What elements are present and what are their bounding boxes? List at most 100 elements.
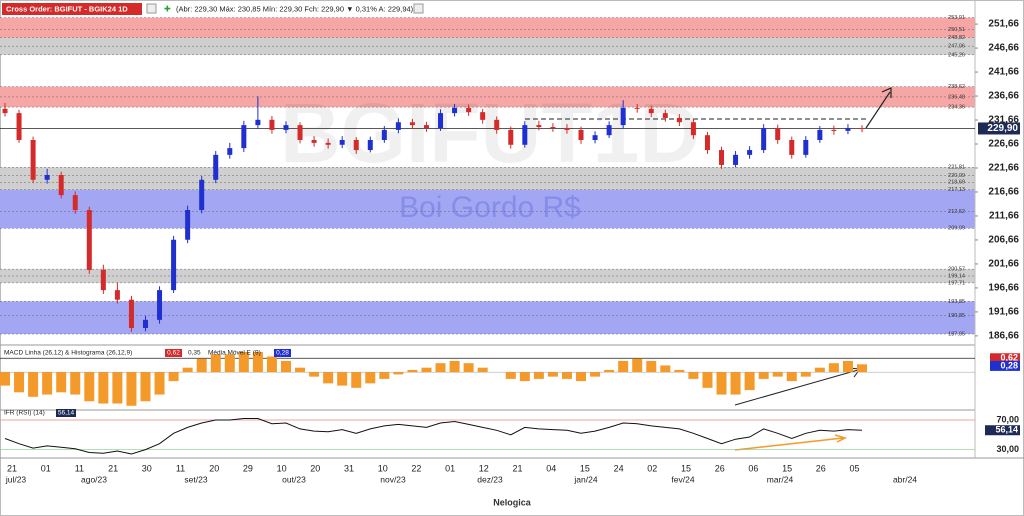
zone xyxy=(0,189,975,229)
title-badge[interactable] xyxy=(2,3,142,15)
level-label: 253,01 xyxy=(948,15,965,21)
macd-bar xyxy=(477,367,488,373)
macd-bar xyxy=(561,372,572,379)
macd-bar xyxy=(688,372,699,379)
x-tick-label: 22 xyxy=(411,463,421,473)
macd-bar xyxy=(210,354,221,373)
x-month-label: abr/24 xyxy=(893,474,917,484)
candle-body xyxy=(620,107,626,126)
x-tick-label: 21 xyxy=(512,463,522,473)
level-label: 197,71 xyxy=(948,280,965,286)
macd-bar xyxy=(435,363,446,373)
last-price-label: 229,90 xyxy=(987,123,1018,134)
macd-bar xyxy=(365,372,376,384)
macd-bar xyxy=(14,372,25,393)
x-tick-label: 11 xyxy=(176,463,185,473)
candle-body xyxy=(423,125,429,128)
zone xyxy=(0,37,975,55)
macd-bar xyxy=(604,369,615,373)
level-label: 220,09 xyxy=(948,173,965,179)
x-month-label: jul/23 xyxy=(5,474,27,484)
x-month-label: ago/23 xyxy=(81,474,107,484)
level-label: 187,05 xyxy=(948,331,965,337)
candle-body xyxy=(269,119,275,130)
candle-body xyxy=(606,125,612,136)
macd-bar xyxy=(744,372,755,391)
add-button[interactable] xyxy=(146,3,157,14)
annotation-arrow xyxy=(865,87,892,129)
candle-body xyxy=(114,290,120,300)
macd-bar xyxy=(140,372,151,402)
macd-bar xyxy=(772,372,783,377)
candle-body xyxy=(466,107,472,113)
macd-bar xyxy=(295,367,306,373)
macd-axis-badge xyxy=(990,353,1020,364)
macd-bar xyxy=(70,372,81,395)
macd-bar xyxy=(618,360,629,373)
macd-bar xyxy=(280,360,291,373)
macd-bar xyxy=(126,372,137,406)
x-month-label: mar/24 xyxy=(767,474,794,484)
macd-bar xyxy=(154,372,165,395)
candle-body xyxy=(255,119,261,126)
zone xyxy=(0,301,975,335)
candle-body xyxy=(409,122,415,126)
candle-body xyxy=(142,319,148,329)
level-label: 199,14 xyxy=(948,273,965,279)
candle-body xyxy=(353,139,359,151)
candle-body xyxy=(438,113,444,128)
y-tick-label: 206,66 xyxy=(988,235,1019,246)
level-label: 247,06 xyxy=(948,44,965,50)
x-tick-label: 06 xyxy=(748,463,758,473)
macd-bar xyxy=(758,372,769,379)
macd-bar xyxy=(533,372,544,379)
candle-body xyxy=(859,127,865,129)
candle-body xyxy=(157,290,163,320)
x-tick-label: 20 xyxy=(209,463,219,473)
candle-body xyxy=(789,139,795,155)
level-label: 217,13 xyxy=(948,187,965,193)
candle-body xyxy=(634,107,640,109)
menu-button[interactable] xyxy=(413,3,424,14)
macd-bar xyxy=(379,372,390,379)
x-tick-label: 21 xyxy=(108,463,118,473)
y-tick-label: 221,66 xyxy=(988,163,1019,174)
y-tick-label: 216,66 xyxy=(988,187,1019,198)
candle-body xyxy=(775,127,781,140)
rsi-axis-label: 56,14 xyxy=(995,425,1018,435)
x-tick-label: 31 xyxy=(344,463,354,473)
macd-bar xyxy=(351,372,362,388)
level-label: 209,09 xyxy=(948,226,965,232)
candle-body xyxy=(283,125,289,130)
watermark-name: Boi Gordo R$ xyxy=(399,191,581,224)
macd-bar xyxy=(28,372,39,397)
x-tick-label: 10 xyxy=(378,463,388,473)
macd-axis-label: 0,62 xyxy=(1000,353,1018,363)
x-tick-label: 29 xyxy=(243,463,253,473)
macd-line-badge xyxy=(165,349,182,357)
candle-body xyxy=(100,269,106,291)
rsi-line xyxy=(4,418,863,455)
candle-body xyxy=(381,129,387,140)
zone xyxy=(0,17,975,38)
candle-body xyxy=(704,135,710,151)
macd-bar xyxy=(56,372,67,393)
candle-body xyxy=(578,129,584,140)
macd-bar xyxy=(632,358,643,373)
macd-bar xyxy=(730,372,741,395)
candle-body xyxy=(733,154,739,165)
x-tick-label: 01 xyxy=(41,463,51,473)
macd-bar xyxy=(590,372,601,377)
macd-bar xyxy=(182,367,193,373)
candle-body xyxy=(30,139,36,180)
macd-bar xyxy=(702,372,713,388)
x-tick-label: 30 xyxy=(142,463,152,473)
macd-bar xyxy=(842,360,853,373)
macd-bar xyxy=(196,358,207,373)
candle-body xyxy=(44,175,50,180)
macd-bar xyxy=(716,372,727,395)
macd-bar xyxy=(42,372,53,395)
macd-bar xyxy=(800,372,811,377)
macd-bar xyxy=(252,352,263,373)
